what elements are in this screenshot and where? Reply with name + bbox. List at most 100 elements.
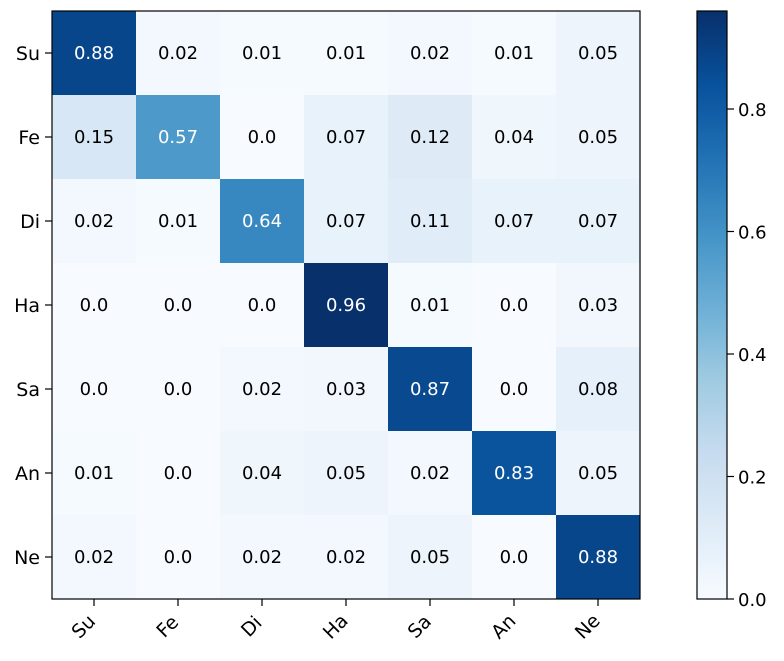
cell-Ne-Fe xyxy=(136,515,221,600)
cell-Ha-An xyxy=(472,263,557,348)
cell-label: 0.01 xyxy=(410,295,450,316)
cell-Di-An xyxy=(472,179,557,264)
cell-label: 0.05 xyxy=(410,547,450,568)
cell-Ha-Ha xyxy=(304,263,389,348)
colorbar-axis: 0.0 0.2 0.4 0.6 0.8 xyxy=(727,100,767,611)
cell-label: 0.87 xyxy=(410,379,450,400)
cell-label: 0.07 xyxy=(578,211,618,232)
cell-An-Ne xyxy=(556,431,641,516)
cell-Su-Ha xyxy=(304,11,389,96)
x-axis: Su Fe Di Ha Sa An Ne xyxy=(67,599,605,644)
cell-label: 0.03 xyxy=(326,379,366,400)
cell-An-Sa xyxy=(388,431,473,516)
cell-Fe-An xyxy=(472,95,557,180)
colorbar xyxy=(696,10,728,600)
cell-Ne-Ha xyxy=(304,515,389,600)
cell-label: 0.07 xyxy=(494,211,534,232)
x-tick-label: Sa xyxy=(404,611,436,643)
cell-label: 0.02 xyxy=(242,379,282,400)
cell-Fe-Ne xyxy=(556,95,641,180)
cell-Ha-Sa xyxy=(388,263,473,348)
cell-label: 0.88 xyxy=(578,547,618,568)
cell-label: 0.96 xyxy=(326,295,366,316)
cell-label: 0.11 xyxy=(410,211,450,232)
cell-label: 0.02 xyxy=(326,547,366,568)
cell-Di-Di xyxy=(220,179,305,264)
x-tick-label: Fe xyxy=(152,611,183,642)
cell-label: 0.02 xyxy=(74,211,114,232)
y-tick-label: Ne xyxy=(14,547,40,569)
y-axis: Su Fe Di Ha Sa An Ne xyxy=(14,43,52,569)
cell-Ne-An xyxy=(472,515,557,600)
y-tick-label: Di xyxy=(20,211,40,233)
cell-label: 0.04 xyxy=(494,127,534,148)
cell-Di-Su xyxy=(52,179,137,264)
cell-label: 0.64 xyxy=(242,211,282,232)
colorbar-tick-label: 0.4 xyxy=(738,345,767,366)
cell-Di-Sa xyxy=(388,179,473,264)
heatmap-cell-labels: 0.88 0.02 0.01 0.01 0.02 0.01 0.05 0.15 0.57 0.0 0… xyxy=(74,43,618,568)
cell-label: 0.83 xyxy=(494,463,534,484)
x-tick-label: Ne xyxy=(571,610,605,644)
cell-label: 0.0 xyxy=(80,379,109,400)
cell-Sa-Fe xyxy=(136,347,221,432)
cell-Ha-Fe xyxy=(136,263,221,348)
cell-label: 0.0 xyxy=(500,547,529,568)
cell-label: 0.0 xyxy=(248,295,277,316)
cell-label: 0.02 xyxy=(242,547,282,568)
cell-label: 0.02 xyxy=(410,43,450,64)
cell-Su-Fe xyxy=(136,11,221,96)
cell-Di-Fe xyxy=(136,179,221,264)
y-tick-label: Sa xyxy=(16,379,40,401)
cell-label: 0.03 xyxy=(578,295,618,316)
x-tick-label: Ha xyxy=(319,610,353,644)
cell-label: 0.02 xyxy=(410,463,450,484)
cell-An-Fe xyxy=(136,431,221,516)
y-tick-label: Fe xyxy=(18,127,40,149)
heatmap-cells xyxy=(52,11,641,600)
cell-Su-Sa xyxy=(388,11,473,96)
cell-Sa-Di xyxy=(220,347,305,432)
cell-label: 0.04 xyxy=(242,463,282,484)
cell-Sa-Sa xyxy=(388,347,473,432)
cell-Ha-Ne xyxy=(556,263,641,348)
cell-An-Di xyxy=(220,431,305,516)
cell-An-An xyxy=(472,431,557,516)
cell-Fe-Di xyxy=(220,95,305,180)
cell-label: 0.0 xyxy=(500,379,529,400)
cell-label: 0.02 xyxy=(158,43,198,64)
cell-Di-Ne xyxy=(556,179,641,264)
y-tick-label: Su xyxy=(16,43,40,65)
cell-label: 0.0 xyxy=(500,295,529,316)
cell-label: 0.05 xyxy=(578,43,618,64)
cell-label: 0.01 xyxy=(74,463,114,484)
cell-Sa-Su xyxy=(52,347,137,432)
cell-Fe-Ha xyxy=(304,95,389,180)
x-tick-label: Di xyxy=(237,612,267,642)
cell-label: 0.0 xyxy=(164,295,193,316)
y-tick-label: An xyxy=(15,463,40,485)
cell-Di-Ha xyxy=(304,179,389,264)
cell-label: 0.07 xyxy=(326,127,366,148)
cell-label: 0.01 xyxy=(242,43,282,64)
cell-Ha-Di xyxy=(220,263,305,348)
x-tick-label: An xyxy=(487,610,520,643)
cell-Fe-Fe xyxy=(136,95,221,180)
cell-Su-Ne xyxy=(556,11,641,96)
cell-Fe-Su xyxy=(52,95,137,180)
cell-label: 0.57 xyxy=(158,127,198,148)
cell-Ne-Sa xyxy=(388,515,473,600)
cell-Su-Su xyxy=(52,11,137,96)
cell-An-Su xyxy=(52,431,137,516)
cell-Su-Di xyxy=(220,11,305,96)
cell-Ne-Su xyxy=(52,515,137,600)
colorbar-tick-label: 0.0 xyxy=(738,590,767,611)
colorbar-tick-label: 0.8 xyxy=(738,100,767,121)
cell-Ha-Su xyxy=(52,263,137,348)
cell-label: 0.0 xyxy=(164,463,193,484)
cell-label: 0.88 xyxy=(74,43,114,64)
cell-label: 0.07 xyxy=(326,211,366,232)
cell-Su-An xyxy=(472,11,557,96)
x-tick-label: Su xyxy=(67,610,100,643)
